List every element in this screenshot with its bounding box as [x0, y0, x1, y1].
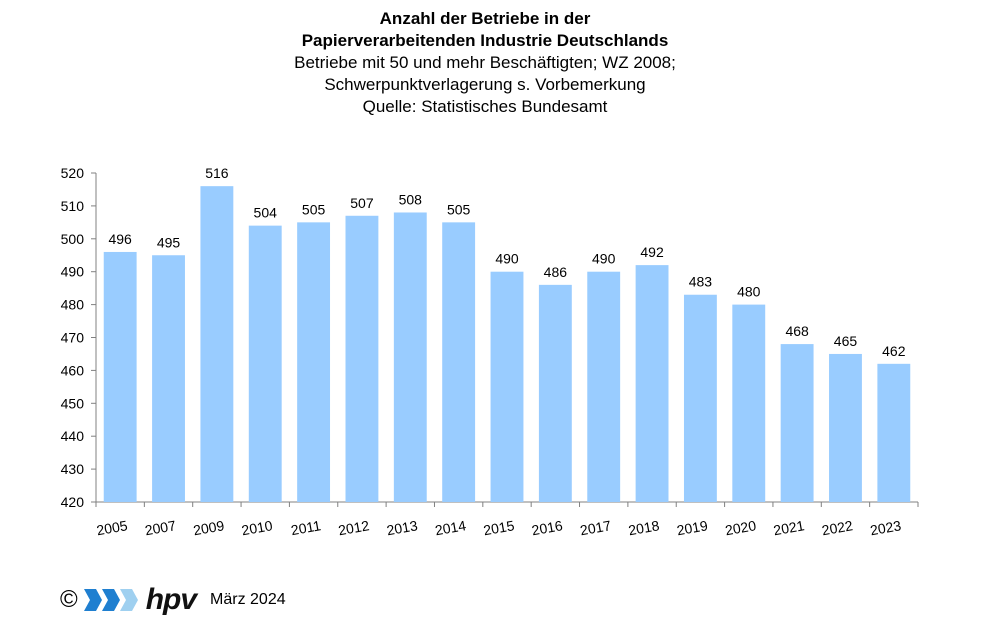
x-tick-label: 2011: [290, 517, 323, 538]
bar: [587, 271, 621, 502]
bar: [683, 294, 717, 502]
y-tick-label: 420: [61, 494, 85, 510]
y-tick-label: 500: [61, 231, 85, 247]
x-tick-label: 2015: [482, 517, 516, 538]
data-label: 490: [592, 251, 616, 267]
chart-title-line-1: Anzahl der Betriebe in der: [379, 9, 591, 28]
data-label: 483: [689, 274, 713, 290]
data-label: 505: [302, 201, 326, 217]
chart-subtitle-line-1: Betriebe mit 50 und mehr Beschäftigten; …: [294, 53, 676, 72]
data-label: 516: [205, 165, 229, 181]
bar: [103, 251, 137, 502]
data-label: 462: [882, 343, 906, 359]
x-tick-label: 2017: [579, 517, 613, 538]
data-label: 507: [350, 195, 374, 211]
y-tick-label: 520: [61, 165, 85, 181]
bar: [442, 222, 476, 502]
y-tick-label: 480: [61, 297, 85, 313]
x-tick-label: 2012: [337, 517, 371, 538]
x-tick-label: 2016: [530, 517, 564, 538]
logo-text: hpv: [145, 583, 197, 616]
hpv-chevrons-icon: [83, 589, 138, 611]
x-tick-label: 2018: [627, 517, 661, 538]
chart-subtitle-line-2: Schwerpunktverlagerung s. Vorbemerkung: [324, 75, 646, 94]
x-tick-label: 2022: [821, 517, 855, 538]
x-tick-label: 2005: [95, 517, 129, 538]
data-label: 496: [108, 231, 132, 247]
bar: [297, 222, 331, 502]
chart-title-line-2: Papierverarbeitenden Industrie Deutschla…: [301, 31, 669, 50]
x-tick-label: 2014: [434, 517, 468, 538]
bar: [877, 363, 911, 502]
y-tick-label: 440: [61, 428, 85, 444]
data-label: 495: [157, 234, 181, 250]
data-label: 508: [399, 191, 423, 207]
y-tick-label: 490: [61, 264, 85, 280]
bar: [200, 186, 234, 502]
chart-header: Anzahl der Betriebe in der Papierverarbe…: [0, 8, 970, 118]
y-tick-label: 430: [61, 461, 85, 477]
bar: [732, 304, 766, 502]
y-tick-label: 460: [61, 362, 85, 378]
bar: [248, 225, 282, 502]
chart-source-line: Quelle: Statistisches Bundesamt: [362, 97, 608, 116]
data-label: 486: [544, 264, 568, 280]
hpv-logo: hpv: [82, 583, 197, 617]
data-label: 465: [834, 333, 858, 349]
data-label: 490: [495, 251, 519, 267]
data-label: 492: [640, 244, 664, 260]
bar-chart: 420 430 440 450 460 470 480 490 500 510 520 496 2005…: [61, 165, 919, 538]
bar: [538, 284, 572, 502]
x-tick-label: 2019: [675, 517, 709, 538]
bar: [635, 265, 669, 502]
copyright-symbol: ©: [60, 586, 78, 613]
y-tick-label: 450: [61, 395, 85, 411]
x-tick-label: 2007: [144, 517, 178, 538]
y-tick-label: 510: [61, 198, 85, 214]
x-tick-label: 2009: [192, 517, 226, 538]
x-tick-label: 2023: [869, 517, 903, 538]
footer-date: März 2024: [210, 591, 286, 608]
y-tick-label: 470: [61, 330, 85, 346]
data-label: 480: [737, 284, 761, 300]
x-tick-label: 2020: [724, 517, 758, 538]
bar: [490, 271, 524, 502]
footer: © hpv März 2024: [60, 583, 286, 617]
bar: [780, 344, 814, 502]
x-tick-label: 2010: [240, 517, 274, 538]
bar: [393, 212, 427, 503]
data-label: 505: [447, 201, 471, 217]
bar: [345, 215, 379, 502]
x-tick-label: 2021: [772, 517, 806, 538]
data-label: 504: [254, 205, 278, 221]
bar: [829, 353, 862, 502]
x-tick-label: 2013: [385, 517, 419, 538]
data-label: 468: [785, 323, 809, 339]
bar: [152, 255, 185, 502]
